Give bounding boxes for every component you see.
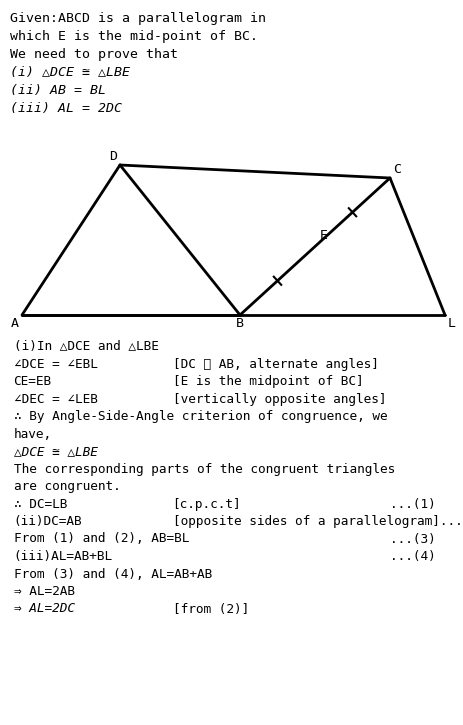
Text: C: C xyxy=(392,163,400,176)
Text: [DC ∥ AB, alternate angles]: [DC ∥ AB, alternate angles] xyxy=(172,357,378,370)
Text: (iii)AL=AB+BL: (iii)AL=AB+BL xyxy=(13,550,113,563)
Text: [opposite sides of a parallelogram]...(2): [opposite sides of a parallelogram]...(2… xyxy=(172,515,463,528)
Text: From (3) and (4), AL=AB+AB: From (3) and (4), AL=AB+AB xyxy=(13,568,212,581)
Text: We need to prove that: We need to prove that xyxy=(10,48,178,61)
Text: A: A xyxy=(11,317,19,330)
Text: (i) △DCE ≅ △LBE: (i) △DCE ≅ △LBE xyxy=(10,66,130,79)
Text: D: D xyxy=(109,150,117,163)
Text: (iii) AL = 2DC: (iii) AL = 2DC xyxy=(10,102,122,115)
Text: From (1) and (2), AB=BL: From (1) and (2), AB=BL xyxy=(13,532,188,545)
Text: E: E xyxy=(319,228,327,241)
Text: ...(4): ...(4) xyxy=(389,550,435,563)
Text: (ii)DC=AB: (ii)DC=AB xyxy=(13,515,82,528)
Text: [vertically opposite angles]: [vertically opposite angles] xyxy=(172,392,385,405)
Text: ⇒ AL=2DC: ⇒ AL=2DC xyxy=(13,602,75,616)
Text: [c.p.c.t]: [c.p.c.t] xyxy=(172,497,241,510)
Text: L: L xyxy=(447,317,455,330)
Text: ∴ DC=LB: ∴ DC=LB xyxy=(13,497,67,510)
Text: B: B xyxy=(236,317,244,330)
Text: △DCE ≅ △LBE: △DCE ≅ △LBE xyxy=(13,445,97,458)
Text: which E is the mid-point of BC.: which E is the mid-point of BC. xyxy=(10,30,257,43)
Text: ⇒ AL=2AB: ⇒ AL=2AB xyxy=(13,585,75,598)
Text: [E is the midpoint of BC]: [E is the midpoint of BC] xyxy=(172,375,363,388)
Text: ...(1): ...(1) xyxy=(389,497,435,510)
Text: (i)In △DCE and △LBE: (i)In △DCE and △LBE xyxy=(13,340,158,353)
Text: Given:ABCD is a parallelogram in: Given:ABCD is a parallelogram in xyxy=(10,12,265,25)
Text: [from (2)]: [from (2)] xyxy=(172,602,248,616)
Text: have,: have, xyxy=(13,428,52,441)
Text: CE=EB: CE=EB xyxy=(13,375,52,388)
Text: (ii) AB = BL: (ii) AB = BL xyxy=(10,84,106,97)
Text: ∠DCE = ∠EBL: ∠DCE = ∠EBL xyxy=(13,357,97,370)
Text: The corresponding parts of the congruent triangles: The corresponding parts of the congruent… xyxy=(13,463,394,476)
Text: are congruent.: are congruent. xyxy=(13,480,120,493)
Text: ...(3): ...(3) xyxy=(389,532,435,545)
Text: ∠DEC = ∠LEB: ∠DEC = ∠LEB xyxy=(13,392,97,405)
Text: ∴ By Angle-Side-Angle criterion of congruence, we: ∴ By Angle-Side-Angle criterion of congr… xyxy=(13,410,387,423)
